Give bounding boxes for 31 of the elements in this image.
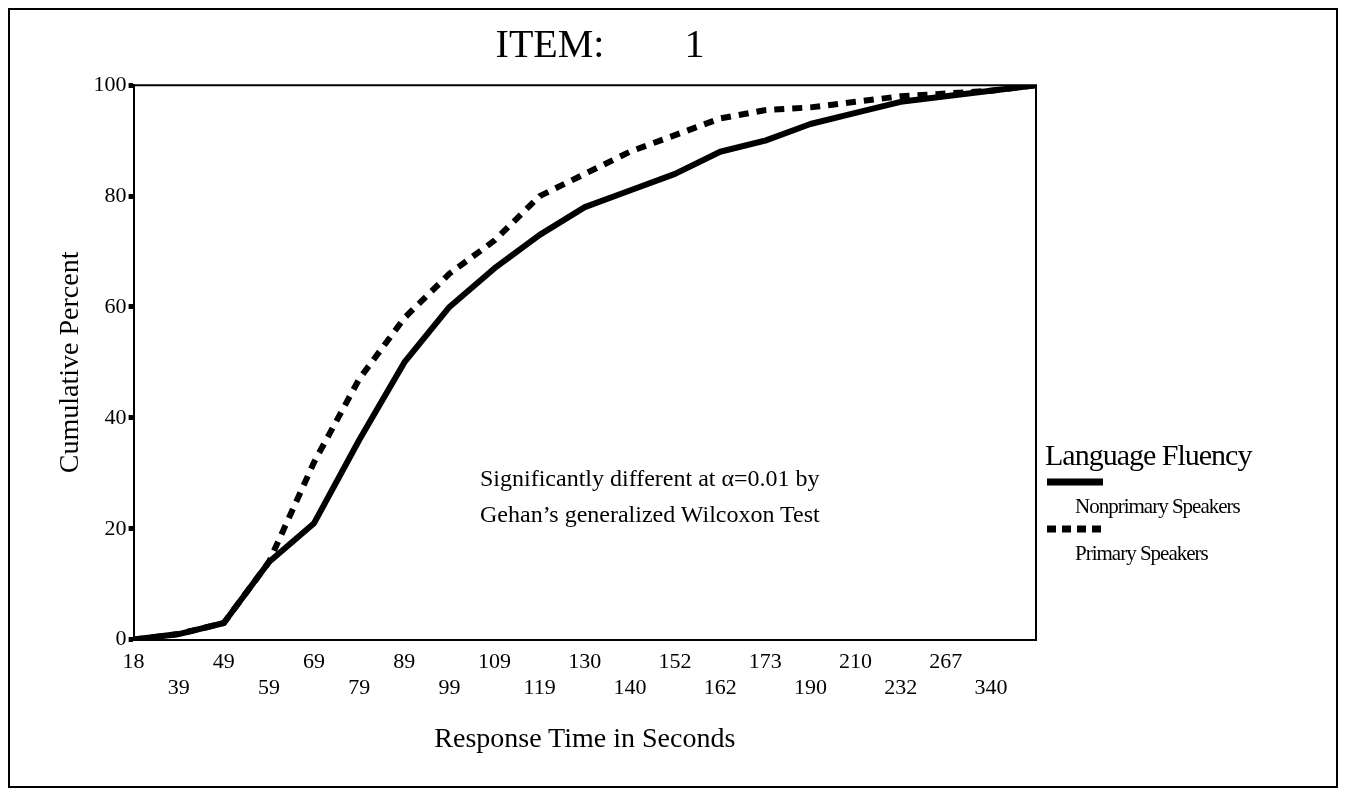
x-tick-label: 210 bbox=[839, 647, 873, 673]
legend-label: Nonprimary Speakers bbox=[1075, 494, 1241, 519]
y-tick-label: 100 bbox=[93, 70, 127, 96]
y-tick-label: 60 bbox=[104, 292, 127, 318]
x-tick-label: 232 bbox=[884, 673, 918, 699]
annotation: Significantly different at α=0.01 by Gehan’s generalized Wilcoxon Test bbox=[480, 464, 821, 529]
x-tick-label: 162 bbox=[703, 673, 737, 699]
x-tick-label: 119 bbox=[523, 673, 556, 699]
x-tick-label: 69 bbox=[303, 647, 326, 673]
x-tick-label: 39 bbox=[167, 673, 190, 699]
y-axis-title: Cumulative Percent bbox=[53, 251, 85, 474]
legend-label: Primary Speakers bbox=[1075, 541, 1209, 566]
x-tick-label: 49 bbox=[212, 647, 235, 673]
y-tick-label: 80 bbox=[104, 181, 127, 207]
x-tick-label: 152 bbox=[658, 647, 692, 673]
y-tick-label: 40 bbox=[104, 403, 127, 429]
x-tick-label: 99 bbox=[438, 673, 461, 699]
x-tick-label: 89 bbox=[393, 647, 416, 673]
legend-title: Language Fluency bbox=[1045, 438, 1252, 472]
x-tick-label: 59 bbox=[257, 673, 280, 699]
chart-title: ITEM: 1 bbox=[494, 20, 706, 67]
x-tick-label: 130 bbox=[568, 647, 602, 673]
x-tick-label: 190 bbox=[793, 673, 827, 699]
x-tick-label: 267 bbox=[929, 647, 963, 673]
x-tick-label: 340 bbox=[974, 673, 1008, 699]
y-tick-label: 20 bbox=[104, 514, 127, 540]
x-axis-title: Response Time in Seconds bbox=[434, 721, 736, 753]
x-tick-label: 173 bbox=[748, 647, 782, 673]
x-tick-label: 140 bbox=[613, 673, 647, 699]
x-tick-label: 79 bbox=[348, 673, 371, 699]
x-tick-label: 109 bbox=[478, 647, 512, 673]
